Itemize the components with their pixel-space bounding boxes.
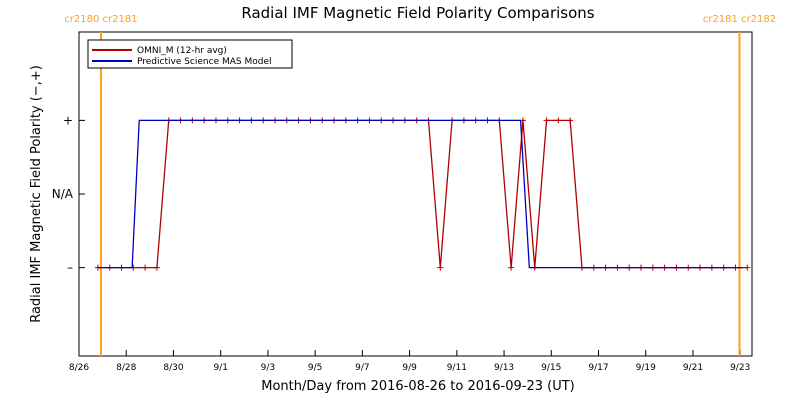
x-tick-label: 9/23 [730, 363, 750, 373]
y-tick-label: + [63, 113, 73, 127]
x-tick-label: 9/7 [355, 363, 369, 373]
x-tick-label: 9/9 [402, 363, 417, 373]
point-marker [153, 264, 160, 271]
series-line [97, 119, 743, 269]
x-tick-label: 9/13 [494, 363, 514, 373]
legend-box [87, 39, 293, 69]
carrington-label: cr2180 cr2181 [64, 14, 137, 25]
x-tick-label: 9/3 [261, 363, 275, 373]
y-axis-label: Radial IMF Magnetic Field Polarity (−,+) [29, 65, 44, 323]
point-marker [555, 117, 562, 124]
y-tick-label: N/A [52, 187, 74, 201]
x-tick-label: 8/30 [163, 363, 183, 373]
legend-label: OMNI_M (12-hr avg) [137, 46, 227, 56]
legend-label: Predictive Science MAS Model [137, 57, 272, 67]
x-tick-label: 8/28 [116, 363, 136, 373]
x-tick-label: 9/19 [636, 363, 656, 373]
point-marker [744, 264, 751, 271]
carrington-label: cr2181 cr2182 [703, 14, 776, 25]
point-marker [437, 264, 444, 271]
x-tick-label: 9/15 [541, 363, 561, 373]
point-marker [567, 117, 574, 124]
point-marker [508, 264, 515, 271]
x-tick-label: 9/5 [308, 363, 322, 373]
x-tick-label: 9/21 [683, 363, 703, 373]
x-axis-label: Month/Day from 2016-08-26 to 2016-09-23 … [261, 379, 574, 394]
point-marker [543, 117, 550, 124]
x-tick-label: 9/11 [447, 363, 467, 373]
x-tick-label: 8/26 [69, 363, 89, 373]
x-tick-label: 9/17 [588, 363, 608, 373]
point-marker [142, 264, 149, 271]
chart-title: Radial IMF Magnetic Field Polarity Compa… [241, 4, 594, 22]
y-tick-label: – [67, 261, 73, 275]
x-tick-label: 9/1 [213, 363, 227, 373]
